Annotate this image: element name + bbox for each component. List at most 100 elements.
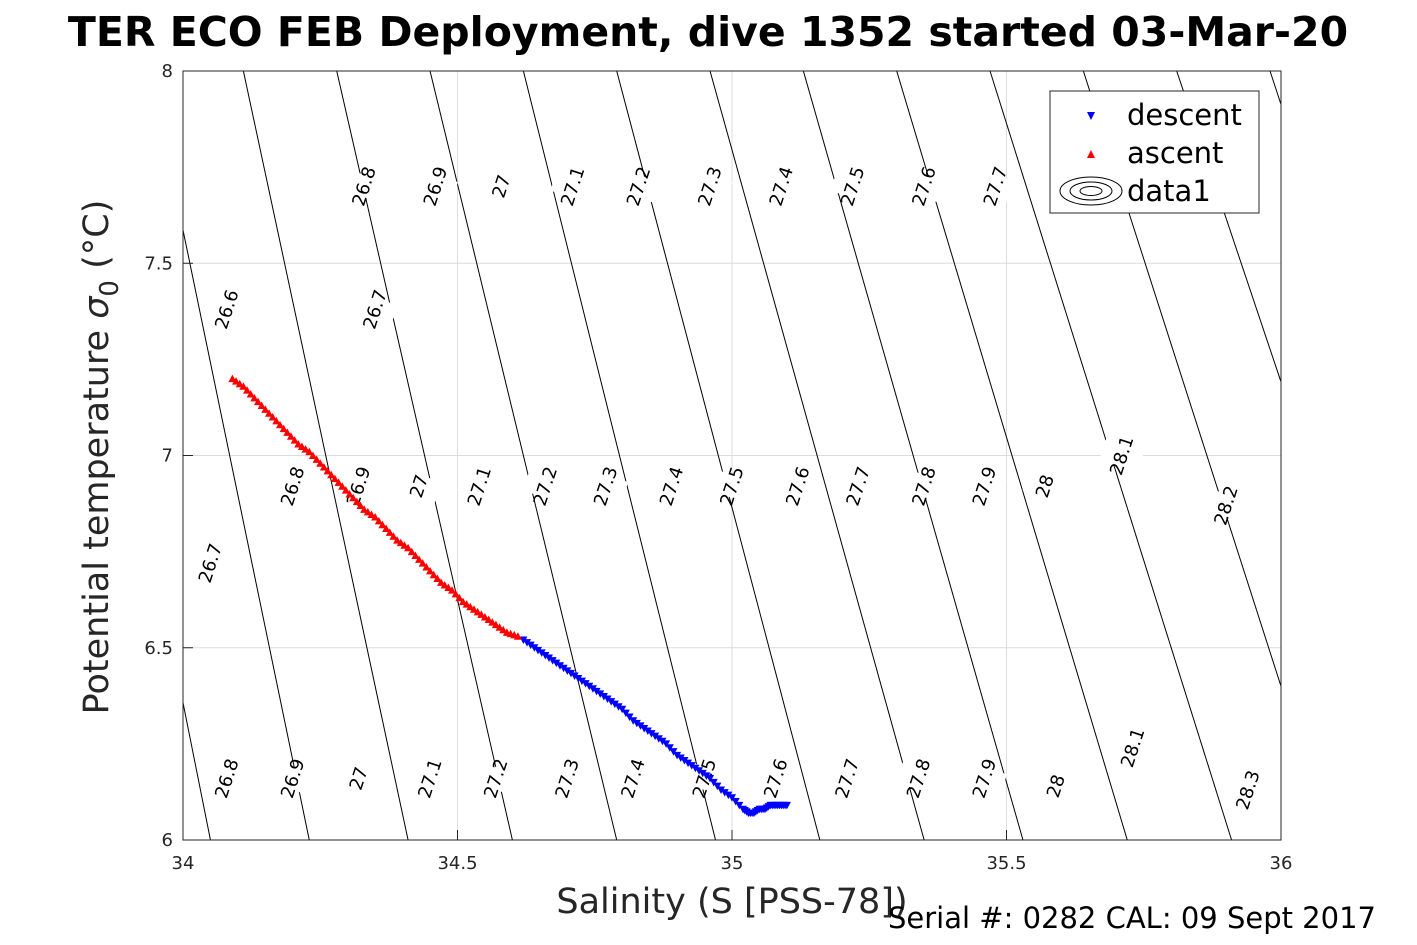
contour-label-background (478, 169, 524, 203)
ascent-marker (275, 420, 284, 429)
ascent-marker (312, 455, 321, 463)
ascent-marker (418, 559, 427, 567)
contour-label-background (270, 469, 316, 503)
descent-marker (585, 682, 594, 691)
contour-label-background (824, 761, 870, 796)
ascent-marker (396, 538, 405, 547)
ascent-marker (488, 618, 497, 626)
ascent-marker (385, 528, 394, 536)
ascent-marker (513, 632, 522, 640)
density-contour-line (1269, 71, 1281, 107)
legend-data1-label: data1 (1127, 174, 1211, 208)
ascent-marker (444, 583, 453, 592)
descent-marker (665, 744, 674, 752)
descent-marker (574, 675, 583, 683)
y-tick-label: 6.5 (144, 638, 173, 659)
ascent-marker (265, 409, 274, 417)
ascent-marker (374, 516, 383, 525)
density-contour-line (183, 227, 310, 840)
ascent-marker (389, 532, 398, 540)
descent-marker (654, 735, 663, 743)
ascent-marker (261, 405, 270, 413)
y-axis-sigma: σ (77, 295, 117, 319)
contour-label-background (835, 469, 881, 503)
density-contour-line (802, 71, 1024, 840)
legend-descent-marker (1087, 112, 1095, 120)
ascent-marker (232, 377, 241, 385)
contour-label-background (352, 292, 398, 327)
descent-marker (614, 703, 623, 711)
contour-label-background (687, 169, 733, 203)
ascent-marker (243, 386, 252, 394)
ascent-marker (367, 510, 376, 518)
descent-marker (629, 717, 638, 725)
descent-marker (621, 709, 630, 718)
chart-title: TER ECO FEB Deployment, dive 1352 starte… (68, 8, 1348, 56)
descent-marker (698, 769, 707, 778)
descent-marker (658, 737, 667, 746)
x-tick-label: 36 (1270, 853, 1293, 874)
contour-label-background (1110, 731, 1156, 765)
descent-marker (588, 685, 597, 693)
ascent-marker (440, 580, 449, 589)
descent-marker (684, 759, 693, 768)
y-axis-subscript: 0 (95, 280, 125, 297)
descent-marker (592, 687, 601, 696)
contour-label-background (341, 169, 387, 203)
ascent-marker (477, 610, 486, 618)
descent-marker (603, 695, 612, 704)
descent-marker (709, 778, 718, 787)
contour-label-background (1033, 769, 1079, 803)
descent-marker (534, 646, 543, 655)
descent-marker (640, 724, 649, 733)
descent-marker (676, 754, 685, 762)
descent-marker (713, 782, 722, 791)
ascent-marker (415, 555, 424, 563)
y-tick-label: 8 (162, 61, 173, 82)
density-contour-line (242, 71, 409, 840)
descent-marker (563, 667, 572, 675)
contour-label-background (1225, 773, 1271, 807)
ascent-marker (305, 447, 314, 456)
ascent-marker (480, 612, 489, 621)
ascent-marker (349, 493, 358, 502)
ascent-marker (360, 505, 369, 513)
ascent-marker (429, 570, 438, 579)
y-tick-label: 6 (162, 830, 173, 851)
descent-marker (717, 786, 726, 795)
ascent-marker (433, 574, 442, 583)
axis-ticks: 34 34.5 35 35.5 36 6 6.5 7 7.5 8 (144, 61, 1292, 874)
contour-label-background (753, 761, 799, 796)
ascent-marker (495, 623, 504, 631)
contour-label-background (775, 469, 821, 503)
descent-marker (680, 757, 689, 765)
ascent-marker (466, 602, 475, 611)
contour-label-background (709, 469, 755, 503)
contour-label-background (962, 761, 1007, 796)
data-markers (228, 374, 791, 818)
descent-marker (541, 651, 550, 660)
contour-label-background (396, 469, 442, 503)
contour-label-background (830, 169, 876, 203)
descent-marker (519, 636, 528, 645)
contour-label-background (1022, 469, 1068, 503)
ascent-marker (378, 520, 387, 529)
descent-marker (581, 680, 590, 688)
contour-label-background (473, 761, 519, 796)
y-axis-label-text: Potential temperature (77, 330, 117, 714)
descent-marker (724, 791, 733, 800)
descent-marker (552, 659, 561, 668)
legend-contour-icon (1059, 176, 1123, 206)
contour-label-background (336, 761, 382, 796)
descent-marker (782, 801, 791, 810)
descent-marker (687, 762, 696, 770)
ascent-marker (286, 432, 295, 440)
ascent-marker (334, 478, 343, 486)
ascent-marker (323, 466, 332, 475)
ascent-marker (382, 524, 391, 533)
ascent-marker (451, 589, 460, 598)
descent-marker (545, 654, 553, 663)
ascent-marker (407, 547, 416, 556)
contour-label-background (336, 469, 382, 503)
